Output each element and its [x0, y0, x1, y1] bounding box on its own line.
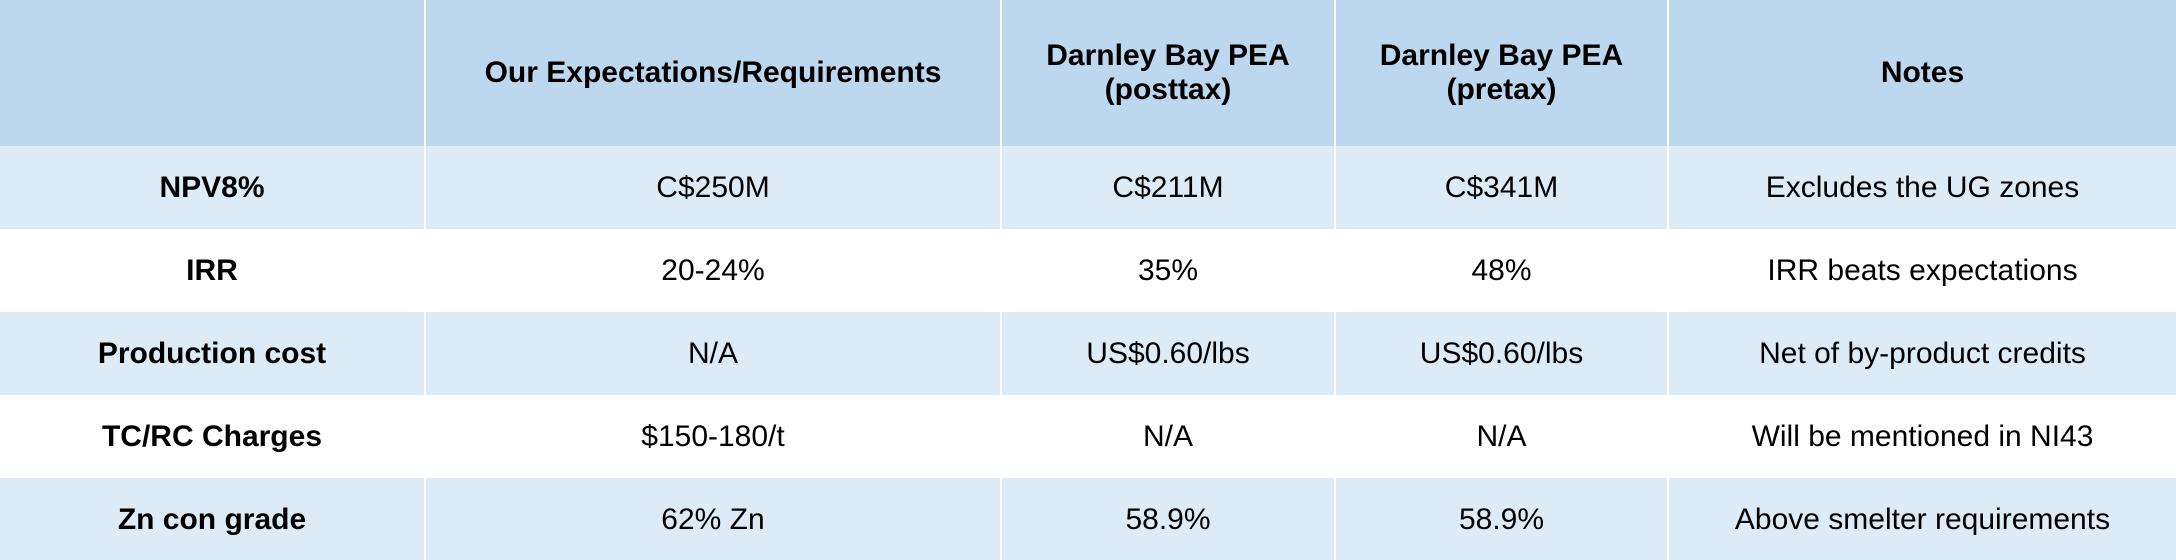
table-cell: N/A — [424, 312, 1001, 395]
table-cell: 48% — [1334, 229, 1668, 312]
table-cell: C$250M — [424, 146, 1001, 229]
header-cell: Darnley Bay PEA (pretax) — [1334, 0, 1668, 146]
header-cell: Darnley Bay PEA (posttax) — [1000, 0, 1335, 146]
header-cell: Notes — [1667, 0, 2176, 146]
table-cell: Above smelter requirements — [1667, 478, 2176, 560]
table-cell: Net of by-product credits — [1667, 312, 2176, 395]
header-cell: Our Expectations/Requirements — [424, 0, 1001, 146]
table-cell: N/A — [1334, 395, 1668, 478]
table-row: Production cost N/A US$0.60/lbs US$0.60/lbs… — [0, 312, 2176, 395]
table-cell: 58.9% — [1000, 478, 1335, 560]
table-row: TC/RC Charges $150-180/t N/A N/A Will be men… — [0, 395, 2176, 478]
table-row: Zn con grade 62% Zn 58.9% 58.9% Above smelte… — [0, 478, 2176, 560]
table-cell: Excludes the UG zones — [1667, 146, 2176, 229]
row-label: Production cost — [97, 336, 327, 370]
header-row: Our Expectations/Requirements Darnley Bay… — [0, 0, 2176, 146]
row-label: IRR — [186, 253, 238, 287]
table-cell: Will be mentioned in NI43 — [1667, 395, 2176, 478]
table-cell: US$0.60/lbs — [1000, 312, 1335, 395]
table-cell: 35% — [1000, 229, 1335, 312]
table-cell: C$211M — [1000, 146, 1335, 229]
table-row: IRR 20-24% 35% 48% IRR beats expectations — [0, 229, 2176, 312]
table-row: NPV8% C$250M C$211M C$341M Excludes the UG z… — [0, 146, 2176, 229]
row-label: NPV8% — [159, 170, 265, 204]
table-cell: US$0.60/lbs — [1334, 312, 1668, 395]
table-cell: N/A — [1000, 395, 1335, 478]
table-body: NPV8% C$250M C$211M C$341M Excludes the UG z… — [0, 146, 2176, 560]
table-cell: C$341M — [1334, 146, 1668, 229]
table-cell: 62% Zn — [424, 478, 1001, 560]
table-cell: $150-180/t — [424, 395, 1001, 478]
table-cell: IRR beats expectations — [1667, 229, 2176, 312]
table-header: Our Expectations/Requirements Darnley Bay… — [0, 0, 2176, 146]
row-label: Zn con grade — [117, 502, 307, 536]
table-cell: 20-24% — [424, 229, 1001, 312]
table-cell: 58.9% — [1334, 478, 1668, 560]
row-label: TC/RC Charges — [101, 419, 323, 453]
header-cell — [0, 0, 425, 146]
